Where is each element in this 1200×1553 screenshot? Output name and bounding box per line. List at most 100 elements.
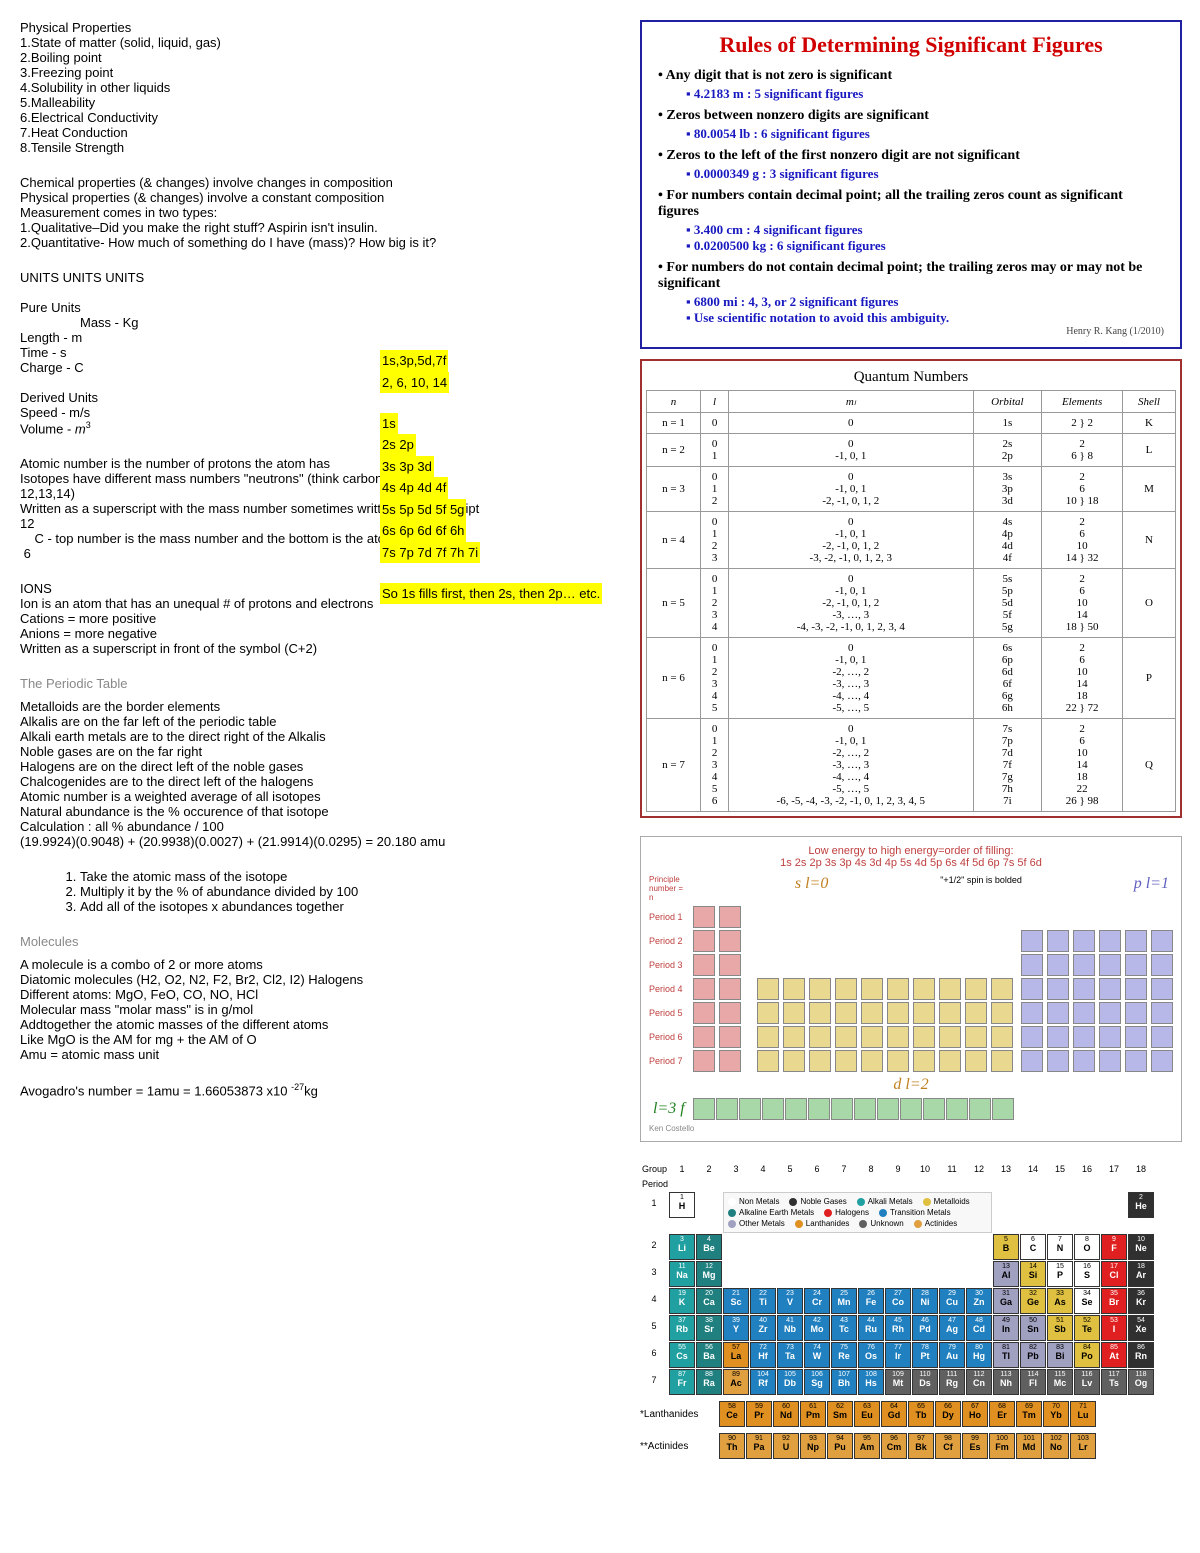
p-cell [1073, 930, 1095, 952]
p-cell [1073, 1026, 1095, 1048]
qn-cell: n = 5 [647, 569, 701, 638]
p-cell [1099, 978, 1121, 1000]
qn-cell: 0 -1, 0, 1 -2, -1, 0, 1, 2 -3, …, 3 -4, … [729, 569, 973, 638]
s-cell [693, 1002, 715, 1024]
mass-unit: Mass - Kg [20, 315, 620, 330]
s-cell [693, 978, 715, 1000]
units-heading: UNITS UNITS UNITS [20, 270, 620, 285]
element-Er: 68Er [989, 1401, 1015, 1427]
qn-title: Quantum Numbers [646, 365, 1176, 390]
d-cell [861, 1002, 883, 1024]
qn-cell: 0 [701, 413, 729, 434]
element-Fm: 100Fm [989, 1433, 1015, 1459]
p-cell [1125, 930, 1147, 952]
periodic-note-line: (19.9924)(0.9048) + (20.9938)(0.0027) + … [20, 834, 620, 849]
element-Ac: 89Ac [723, 1369, 749, 1395]
element-Ba: 56Ba [696, 1342, 722, 1368]
molecules-line: Diatomic molecules (H2, O2, N2, F2, Br2,… [20, 972, 620, 987]
element-Pb: 82Pb [1020, 1342, 1046, 1368]
d-cell [887, 1026, 909, 1048]
d-cell [783, 1002, 805, 1024]
element-Cm: 96Cm [881, 1433, 907, 1459]
periodic-note-line: Metalloids are the border elements [20, 699, 620, 714]
molecules-title: Molecules [20, 934, 620, 949]
periodic-note-line: Noble gases are on the far right [20, 744, 620, 759]
element-Dy: 66Dy [935, 1401, 961, 1427]
sigfig-example: 3.400 cm : 4 significant figures [686, 222, 1164, 238]
d-cell [835, 1002, 857, 1024]
avogadro-line: Avogadro's number = 1amu = 1.66053873 x1… [20, 1082, 620, 1098]
element-Lr: 103Lr [1070, 1433, 1096, 1459]
element-At: 85At [1101, 1342, 1127, 1368]
qn-cell: 4s 4p 4d 4f [973, 512, 1042, 569]
d-cell [861, 1050, 883, 1072]
d-cell [887, 1002, 909, 1024]
heading: Physical Properties [20, 20, 620, 35]
p-cell [1047, 930, 1069, 952]
changes-line: Chemical properties (& changes) involve … [20, 175, 620, 190]
p-cell [1151, 1026, 1173, 1048]
changes-line: 1.Qualitative–Did you make the right stu… [20, 220, 620, 235]
legend-item: Noble Gases [789, 1197, 846, 1206]
qn-cell: 0 1 [701, 434, 729, 467]
element-Ti: 22Ti [750, 1288, 776, 1314]
orbital-row: 2s 2p [380, 434, 416, 456]
spdf-period-label: Period 7 [649, 1056, 689, 1066]
qn-header: mₗ [729, 391, 973, 413]
physprop-item: 8.Tensile Strength [20, 140, 620, 155]
group-header: 18 [1128, 1162, 1154, 1176]
qn-cell: n = 1 [647, 413, 701, 434]
element-Bh: 107Bh [831, 1369, 857, 1395]
orbital-row: 7s 7p 7d 7f 7h 7i [380, 542, 480, 564]
spdf-period-label: Period 6 [649, 1032, 689, 1042]
element-W: 74W [804, 1342, 830, 1368]
f-cell [739, 1098, 761, 1120]
orbital-row: 4s 4p 4d 4f [380, 477, 448, 499]
qn-cell: 0 1 2 [701, 467, 729, 512]
ions-line: Cations = more positive [20, 611, 620, 626]
element-Be: 4Be [696, 1234, 722, 1260]
qn-cell: n = 2 [647, 434, 701, 467]
physprop-item: 4.Solubility in other liquids [20, 80, 620, 95]
element-La: 57La [723, 1342, 749, 1368]
sigfig-attribution: Henry R. Kang (1/2010) [658, 326, 1164, 337]
sigfig-rule: Zeros to the left of the first nonzero d… [658, 148, 1164, 164]
element-Sg: 106Sg [804, 1369, 830, 1395]
orbital-row: 5s 5p 5d 5f 5g [380, 499, 466, 521]
qn-cell: 2 6 10 14 18 } 50 [1042, 569, 1123, 638]
legend-item: Non Metals [728, 1197, 779, 1206]
s-cell [693, 1026, 715, 1048]
quantum-numbers-table: nlmₗOrbitalElementsShell n = 1001s2 } 2K… [646, 390, 1176, 812]
d-cell [835, 978, 857, 1000]
element-Tl: 81Tl [993, 1342, 1019, 1368]
calc-step: Add all of the isotopes x abundances tog… [80, 899, 620, 914]
qn-cell: P [1122, 638, 1175, 719]
qn-cell: N [1122, 512, 1175, 569]
d-cell [783, 1050, 805, 1072]
p-cell [1073, 978, 1095, 1000]
element-Li: 3Li [669, 1234, 695, 1260]
d-cell [861, 978, 883, 1000]
qn-cell: Q [1122, 719, 1175, 812]
d-cell [757, 1026, 779, 1048]
s-cell [719, 906, 741, 928]
element-He: 2He [1128, 1192, 1154, 1218]
molecules-line: Amu = atomic mass unit [20, 1047, 620, 1062]
s-cell [693, 954, 715, 976]
sigfig-example: Use scientific notation to avoid this am… [686, 310, 1164, 326]
p-cell [1073, 954, 1095, 976]
d-cell [809, 1002, 831, 1024]
p-cell [1073, 1050, 1095, 1072]
element-B: 5B [993, 1234, 1019, 1260]
group-header: 12 [966, 1162, 992, 1176]
element-Ni: 28Ni [912, 1288, 938, 1314]
element-Ra: 88Ra [696, 1369, 722, 1395]
d-cell [939, 1002, 961, 1024]
qn-cell: 2 } 2 [1042, 413, 1123, 434]
qn-cell: 2s 2p [973, 434, 1042, 467]
s-cell [719, 1026, 741, 1048]
p-cell [1099, 1026, 1121, 1048]
p-cell [1125, 954, 1147, 976]
properties-changes: Chemical properties (& changes) involve … [20, 175, 620, 250]
element-Si: 14Si [1020, 1261, 1046, 1287]
